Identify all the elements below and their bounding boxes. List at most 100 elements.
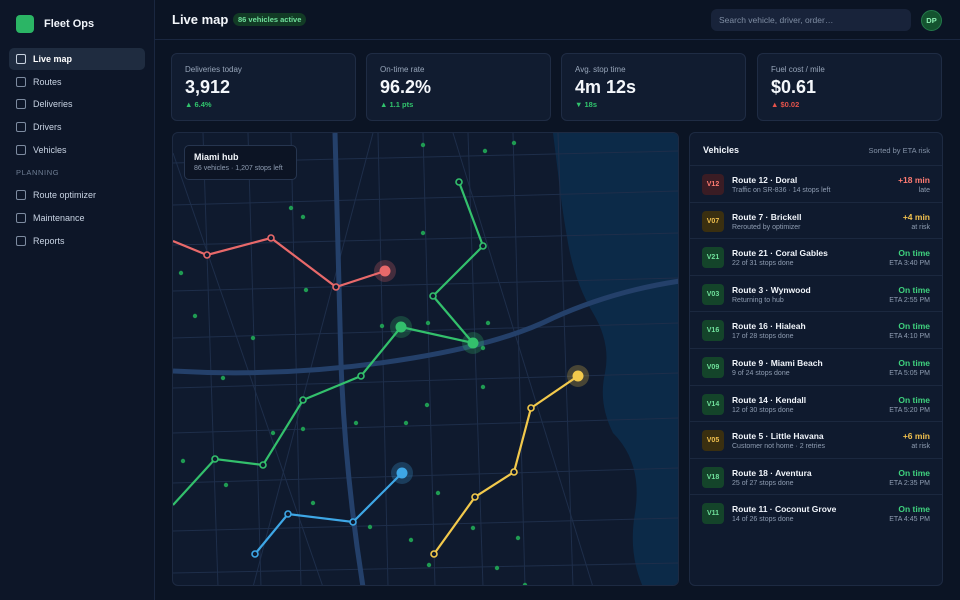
route-line-yellow[interactable] [433,375,579,555]
brand[interactable]: Fleet Ops [16,15,94,33]
sidebar-item-label: Maintenance [33,213,85,224]
route-name: Route 16 · Hialeah [732,321,806,332]
sidebar-item-label: Deliveries [33,99,73,110]
sidebar: Fleet Ops Live map Routes Deliveries Dri… [0,0,155,600]
vehicle-id-badge: V14 [702,393,724,415]
route-line-blue[interactable] [254,472,403,555]
kpi-on-time-rate: On-time rate 96.2% ▲ 1.1 pts [366,53,551,121]
stop-dot [250,335,256,341]
brand-logo-icon [16,15,34,33]
eta-detail: late [918,187,930,194]
list-item[interactable]: V09 Route 9 · Miami Beach 9 of 24 stops do… [690,347,942,385]
search-input[interactable] [711,9,911,31]
eta-status: On time [898,321,930,332]
vehicle-marker-yellow [572,370,584,382]
stop-dot [223,482,229,488]
stop-dot [420,230,426,236]
hub-info-card[interactable]: Miami hub 86 vehicles · 1,207 stops left [184,145,297,180]
route-name: Route 11 · Coconut Grove [732,504,837,515]
live-map[interactable]: Miami hub 86 vehicles · 1,207 stops left [172,132,679,586]
list-item[interactable]: V03 Route 3 · Wynwood Returning to hub On t… [690,274,942,312]
sidebar-section-planning: PLANNING [16,168,60,178]
sidebar-item-label: Reports [33,235,65,246]
stop-dot [288,205,294,211]
list-item[interactable]: V14 Route 14 · Kendall 12 of 30 stops done… [690,384,942,422]
vehicle-markers[interactable] [374,260,589,484]
stop-dot [178,270,184,276]
vehicle-id-badge: V12 [702,174,724,195]
list-item[interactable]: V12 Route 12 · Doral Traffic on SR-836 · 1… [690,165,942,202]
stop-dot [426,562,432,568]
kpi-value: 3,912 [185,77,231,97]
stop-dot [482,148,488,154]
eta-detail: ETA 2:35 PM [889,479,930,487]
sort-label[interactable]: Sorted by ETA risk [868,146,930,155]
map-canvas[interactable] [173,133,679,586]
sidebar-item-maintenance[interactable]: Maintenance [9,207,145,229]
route-detail: Rerouted by optimizer [732,223,801,231]
route-detail: 12 of 30 stops done [732,406,794,414]
kpi-avg-stop-time: Avg. stop time 4m 12s ▼ 18s [561,53,746,121]
stop-dot [192,313,198,319]
stop-dot [485,320,491,326]
sidebar-item-routes[interactable]: Routes [9,71,145,93]
stop-dot [494,565,500,571]
stop-dot [300,214,306,220]
eta-status: +18 min [898,175,930,185]
hub-subtitle: 86 vehicles · 1,207 stops left [194,165,283,172]
list-item[interactable]: V18 Route 18 · Aventura 25 of 27 stops don… [690,457,942,495]
sidebar-item-deliveries[interactable]: Deliveries [9,93,145,115]
eta-detail: ETA 5:05 PM [889,369,930,377]
sidebar-item-drivers[interactable]: Drivers [9,116,145,138]
route-name: Route 9 · Miami Beach [732,357,823,368]
stop-dot [480,345,486,351]
route-name: Route 14 · Kendall [732,394,807,405]
sidebar-item-label: Live map [33,54,73,64]
kpi-value: 96.2% [380,77,432,97]
kpi-value: 4m 12s [575,77,637,97]
hub-title: Miami hub [194,152,239,162]
brand-name: Fleet Ops [44,18,95,30]
route-name: Route 21 · Coral Gables [732,248,828,259]
list-item[interactable]: V07 Route 7 · Brickell Rerouted by optimiz… [690,201,942,239]
stop-dot [220,375,226,381]
vehicles-icon [16,144,26,155]
sidebar-item-route-optimizer[interactable]: Route optimizer [9,184,145,206]
list-item[interactable]: V11 Route 11 · Coconut Grove 14 of 26 stop… [690,494,942,531]
route-detail: Traffic on SR-836 · 14 stops left [732,187,831,194]
kpi-delta: ▲ 1.1 pts [380,100,414,109]
sidebar-item-label: Routes [33,76,62,87]
sidebar-item-vehicles[interactable]: Vehicles [9,139,145,161]
route-optimizer-icon [16,190,26,201]
vehicle-marker-blue [396,467,408,479]
sidebar-item-live-map[interactable]: Live map [9,48,145,70]
eta-status: On time [898,284,930,295]
route-stop-markers [203,178,535,558]
route-line-green[interactable] [173,181,485,506]
sidebar-item-label: Vehicles [33,144,67,155]
list-item[interactable]: V05 Route 5 · Little Havana Customer not h… [690,421,942,458]
kpi-delta: ▲ $0.02 [771,100,800,109]
stop-dot [435,490,441,496]
kpi-fuel-cost: Fuel cost / mile $0.61 ▲ $0.02 [757,53,942,121]
live-map-icon [16,54,26,64]
route-detail: 17 of 28 stops done [732,333,794,341]
route-name: Route 5 · Little Havana [732,431,824,442]
eta-detail: ETA 5:20 PM [889,406,930,414]
list-item[interactable]: V16 Route 16 · Hialeah 17 of 28 stops done… [690,311,942,348]
maintenance-icon [16,213,26,224]
stop-dot [353,420,359,426]
eta-status: On time [898,467,930,478]
eta-detail: at risk [911,443,930,451]
vehicle-marker-green-1 [395,321,407,333]
stop-dot [425,320,431,326]
stop-dot [403,420,409,426]
avatar[interactable]: DP [921,10,942,31]
eta-detail: ETA 4:45 PM [889,516,930,524]
route-detail: 22 of 31 stops done [732,260,794,268]
header: Live map 86 vehicles active DP [155,0,960,40]
stop-dot [408,537,414,543]
list-item[interactable]: V21 Route 21 · Coral Gables 22 of 31 stops… [690,238,942,275]
eta-status: On time [898,504,930,515]
sidebar-item-reports[interactable]: Reports [9,230,145,252]
